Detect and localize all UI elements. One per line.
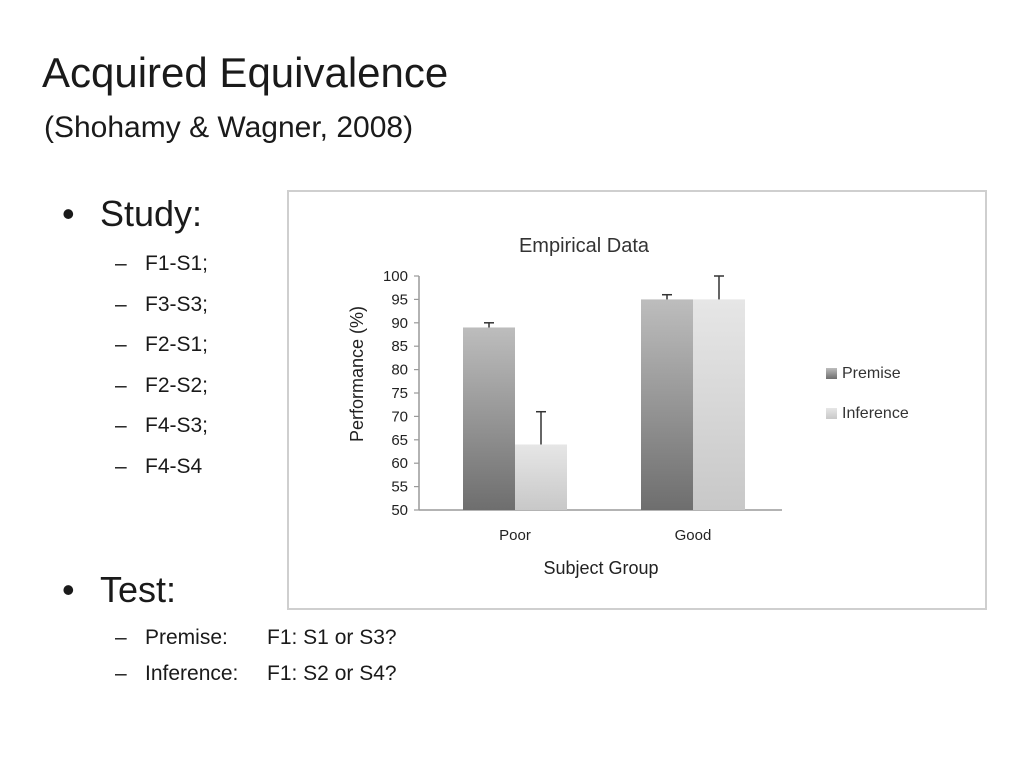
list-item: – Inference: F1: S2 or S4? [115,656,397,692]
list-item: – F2-S1; [115,325,208,366]
study-heading: Study: [100,193,203,234]
y-tick-label: 60 [391,455,408,472]
y-tick-label: 95 [391,291,408,308]
slide-title: Acquired Equivalence [42,49,449,96]
list-item: – F3-S3; [115,285,208,326]
legend: Premise Inference [826,365,909,422]
test-heading: Test: [100,569,177,610]
y-tick-label: 55 [391,479,408,496]
bar-premise-poor [463,327,515,510]
test-bullet: • Test: [62,572,176,608]
legend-label-premise: Premise [842,365,901,382]
chart-title: Empirical Data [519,235,650,257]
study-bullet: • Study: [62,196,202,232]
slide-subtitle: (Shohamy & Wagner, 2008) [44,111,414,144]
bar-premise-good [641,299,693,510]
list-item: – Premise: F1: S1 or S3? [115,620,397,656]
test-item-label: Premise: [145,626,228,649]
y-tick-label: 80 [391,362,408,379]
dash-icon: – [115,252,127,275]
bars [463,275,745,510]
y-tick-label: 100 [383,268,408,285]
dash-icon: – [115,662,127,685]
list-item: – F4-S4 [115,447,208,488]
y-tick-label: 65 [391,432,408,449]
dash-icon: – [115,454,127,478]
x-tick-label: Poor [499,527,531,544]
list-item: – F2-S2; [115,366,208,407]
bar-chart: Empirical Data Performance (%) Subject G… [347,235,909,578]
y-tick-label: 75 [391,385,408,402]
legend-swatch-inference [826,408,837,419]
test-item-label: Inference: [145,662,239,685]
x-axis-title: Subject Group [543,558,658,578]
list-item: – F4-S3; [115,406,208,447]
y-tick-label: 70 [391,408,408,425]
x-tick-label: Good [675,527,712,544]
dash-icon: – [115,333,127,356]
axes: 50 55 60 65 70 75 80 85 90 95 100 Poor Good [383,268,782,544]
bullet-icon: • [62,569,75,610]
legend-label-inference: Inference [842,405,909,422]
dash-icon: – [115,292,127,316]
test-list: – Premise: F1: S1 or S3? – Inference: F1: S2… [115,620,397,692]
chart-frame: Empirical Data Performance (%) Subject G… [287,190,987,610]
y-axis-title: Performance (%) [347,306,367,442]
y-tick-label: 90 [391,315,408,332]
bar-inference-good [693,299,745,510]
dash-icon: – [115,626,127,649]
y-tick-label: 85 [391,338,408,355]
bar-inference-poor [515,444,567,510]
y-tick-label: 50 [391,502,408,519]
dash-icon: – [115,414,127,437]
test-item-value: F1: S1 or S3? [267,626,397,649]
study-list: – F1-S1; – F3-S3; – F2-S1; – F2-S2; – F4-S3; … [115,244,208,487]
list-item: – F1-S1; [115,244,208,285]
dash-icon: – [115,373,127,397]
legend-swatch-premise [826,368,837,379]
test-item-value: F1: S2 or S4? [267,662,397,685]
bullet-icon: • [62,193,75,234]
